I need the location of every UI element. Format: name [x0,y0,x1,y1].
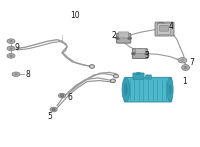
Text: 3: 3 [144,51,149,60]
Circle shape [110,79,116,83]
Text: 8: 8 [26,70,31,79]
Ellipse shape [58,93,66,98]
Text: 4: 4 [169,22,174,31]
Circle shape [52,108,55,111]
Text: 1: 1 [182,77,187,86]
Circle shape [9,40,13,42]
FancyBboxPatch shape [133,73,144,79]
FancyBboxPatch shape [160,25,168,31]
Ellipse shape [136,72,141,75]
Ellipse shape [12,72,20,76]
Ellipse shape [182,65,190,71]
Text: 10: 10 [70,11,80,20]
Circle shape [60,94,64,97]
Circle shape [89,65,95,68]
Ellipse shape [7,39,15,44]
Text: 2: 2 [112,31,116,40]
Circle shape [184,66,188,69]
Text: 6: 6 [68,92,73,102]
Ellipse shape [124,83,128,96]
Text: 7: 7 [189,58,194,67]
Circle shape [15,73,17,75]
FancyBboxPatch shape [136,49,145,54]
Circle shape [9,55,13,57]
Text: 9: 9 [14,42,19,52]
Circle shape [113,74,119,78]
Ellipse shape [7,46,15,51]
Circle shape [128,37,132,40]
Ellipse shape [7,54,15,58]
Circle shape [122,33,126,36]
FancyBboxPatch shape [124,77,172,102]
Circle shape [138,48,142,51]
Ellipse shape [167,78,173,101]
FancyBboxPatch shape [132,49,148,59]
Circle shape [181,59,184,62]
Circle shape [112,80,114,82]
FancyBboxPatch shape [116,33,131,43]
Circle shape [91,65,93,67]
FancyBboxPatch shape [118,32,129,38]
Ellipse shape [50,107,57,112]
FancyBboxPatch shape [157,24,171,34]
Circle shape [144,52,148,55]
FancyBboxPatch shape [155,22,174,36]
Circle shape [116,37,120,40]
FancyBboxPatch shape [146,75,151,79]
Circle shape [9,47,13,50]
Text: 5: 5 [47,112,52,121]
Circle shape [115,75,117,77]
Ellipse shape [157,22,165,26]
Ellipse shape [122,78,130,102]
Ellipse shape [178,58,187,63]
Ellipse shape [169,85,172,95]
Circle shape [132,52,136,55]
